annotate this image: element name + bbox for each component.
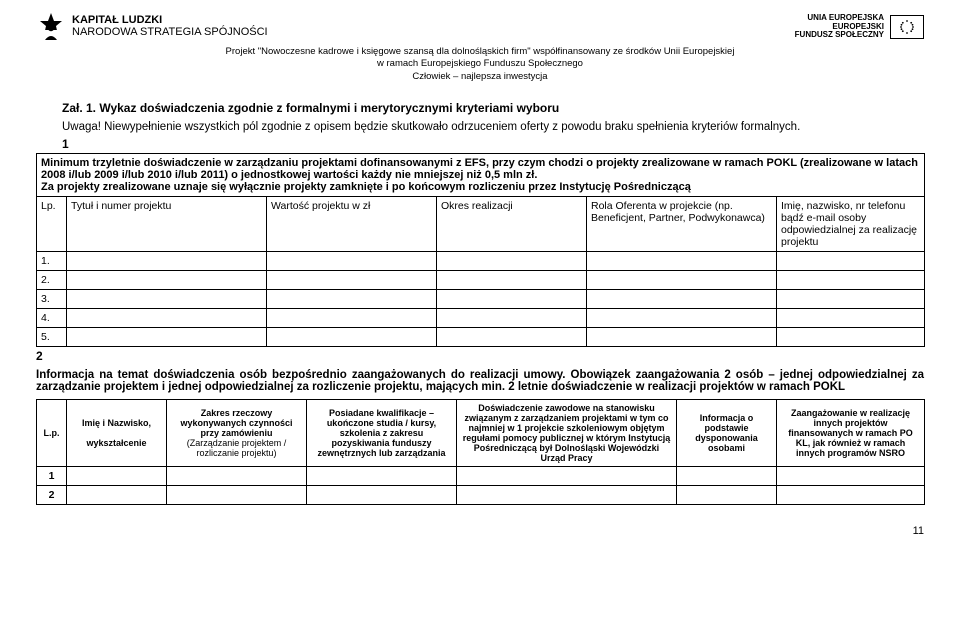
cell[interactable]	[677, 486, 777, 505]
table-row: 2	[37, 486, 925, 505]
criteria-line2: Za projekty zrealizowane uznaje się wyłą…	[41, 181, 691, 193]
cell[interactable]	[67, 486, 167, 505]
table-row: 4.	[37, 309, 925, 328]
table-row: 3.	[37, 290, 925, 309]
cell[interactable]	[437, 271, 587, 290]
warning-text: Uwaga! Niewypełnienie wszystkich pól zgo…	[62, 121, 924, 133]
cell[interactable]	[267, 271, 437, 290]
cell[interactable]	[267, 309, 437, 328]
col2-qualifications: Posiadane kwalifikacje – ukończone studi…	[307, 400, 457, 467]
col-value: Wartość projektu w zł	[267, 197, 437, 252]
logo-right-text: UNIA EUROPEJSKA EUROPEJSKI FUNDUSZ SPOŁE…	[795, 14, 884, 40]
cell[interactable]	[777, 328, 925, 347]
cell[interactable]	[587, 252, 777, 271]
experience-table: Minimum trzyletnie doświadczenie w zarzą…	[36, 153, 925, 347]
table-row: 2.	[37, 271, 925, 290]
person-star-icon	[36, 12, 66, 42]
cell[interactable]	[587, 271, 777, 290]
logo-eu: UNIA EUROPEJSKA EUROPEJSKI FUNDUSZ SPOŁE…	[795, 14, 924, 40]
header-logos: KAPITAŁ LUDZKI NARODOWA STRATEGIA SPÓJNO…	[36, 12, 924, 42]
logo-left-line2: NARODOWA STRATEGIA SPÓJNOŚCI	[72, 27, 268, 39]
cell[interactable]	[437, 328, 587, 347]
cell[interactable]	[167, 467, 307, 486]
cell[interactable]	[67, 271, 267, 290]
col2-experience: Doświadczenie zawodowe na stanowisku zwi…	[457, 400, 677, 467]
section2-intro: Informacja na temat doświadczenia osób b…	[36, 369, 924, 393]
cell[interactable]	[267, 290, 437, 309]
cell[interactable]	[437, 309, 587, 328]
page-number: 11	[36, 525, 924, 537]
cell[interactable]	[457, 467, 677, 486]
eu-flag-icon	[890, 15, 924, 39]
cell[interactable]	[777, 309, 925, 328]
col2-basis: Informacja o podstawie dysponowania osob…	[677, 400, 777, 467]
row-num: 5.	[37, 328, 67, 347]
cell[interactable]	[777, 486, 925, 505]
project-line3: Człowiek – najlepsza inwestycja	[412, 71, 547, 82]
col-role: Rola Oferenta w projekcie (np. Beneficje…	[587, 197, 777, 252]
project-line1: Projekt "Nowoczesne kadrowe i księgowe s…	[226, 46, 735, 57]
cell[interactable]	[777, 271, 925, 290]
cell[interactable]	[307, 486, 457, 505]
row-num: 4.	[37, 309, 67, 328]
cell[interactable]	[67, 290, 267, 309]
cell[interactable]	[267, 328, 437, 347]
cell[interactable]	[67, 252, 267, 271]
section-number-2: 2	[36, 349, 924, 363]
column-headers-row: Lp. Tytuł i numer projektu Wartość proje…	[37, 197, 925, 252]
cell[interactable]	[587, 328, 777, 347]
cell[interactable]	[67, 467, 167, 486]
col2-engagement: Zaangażowanie w realizację innych projek…	[777, 400, 925, 467]
table-row: 5.	[37, 328, 925, 347]
criteria-line1: Minimum trzyletnie doświadczenie w zarzą…	[41, 157, 918, 181]
cell[interactable]	[307, 467, 457, 486]
cell[interactable]	[457, 486, 677, 505]
cell[interactable]	[437, 252, 587, 271]
logo-right-line3: FUNDUSZ SPOŁECZNY	[795, 31, 884, 40]
row-num: 2.	[37, 271, 67, 290]
attachment-title: Zał. 1. Wykaz doświadczenia zgodnie z fo…	[62, 101, 924, 115]
cell[interactable]	[777, 252, 925, 271]
cell[interactable]	[267, 252, 437, 271]
row-num: 1.	[37, 252, 67, 271]
col-lp: Lp.	[37, 197, 67, 252]
cell[interactable]	[67, 309, 267, 328]
logo-left-text: KAPITAŁ LUDZKI NARODOWA STRATEGIA SPÓJNO…	[72, 15, 268, 38]
section-number-1: 1	[62, 137, 924, 151]
personnel-table: L.p. Imię i Nazwisko, wykształcenie Zakr…	[36, 399, 925, 505]
cell[interactable]	[587, 290, 777, 309]
cell[interactable]	[67, 328, 267, 347]
cell[interactable]	[777, 467, 925, 486]
row-num: 3.	[37, 290, 67, 309]
table-row: 1	[37, 467, 925, 486]
personnel-header-row: L.p. Imię i Nazwisko, wykształcenie Zakr…	[37, 400, 925, 467]
col2-name: Imię i Nazwisko, wykształcenie	[67, 400, 167, 467]
col-period: Okres realizacji	[437, 197, 587, 252]
row-num: 1	[37, 467, 67, 486]
cell[interactable]	[587, 309, 777, 328]
logo-kapital-ludzki: KAPITAŁ LUDZKI NARODOWA STRATEGIA SPÓJNO…	[36, 12, 268, 42]
project-subtitle: Projekt "Nowoczesne kadrowe i księgowe s…	[36, 46, 924, 83]
row-num: 2	[37, 486, 67, 505]
col2-lp: L.p.	[37, 400, 67, 467]
cell[interactable]	[437, 290, 587, 309]
project-line2: w ramach Europejskiego Funduszu Społeczn…	[377, 58, 583, 69]
col-title: Tytuł i numer projektu	[67, 197, 267, 252]
cell[interactable]	[677, 467, 777, 486]
cell[interactable]	[777, 290, 925, 309]
col2-scope: Zakres rzeczowy wykonywanych czynności p…	[167, 400, 307, 467]
document-page: KAPITAŁ LUDZKI NARODOWA STRATEGIA SPÓJNO…	[0, 0, 960, 547]
cell[interactable]	[167, 486, 307, 505]
table-row: 1.	[37, 252, 925, 271]
criteria-header: Minimum trzyletnie doświadczenie w zarzą…	[37, 154, 925, 197]
col-contact: Imię, nazwisko, nr telefonu bądź e-mail …	[777, 197, 925, 252]
